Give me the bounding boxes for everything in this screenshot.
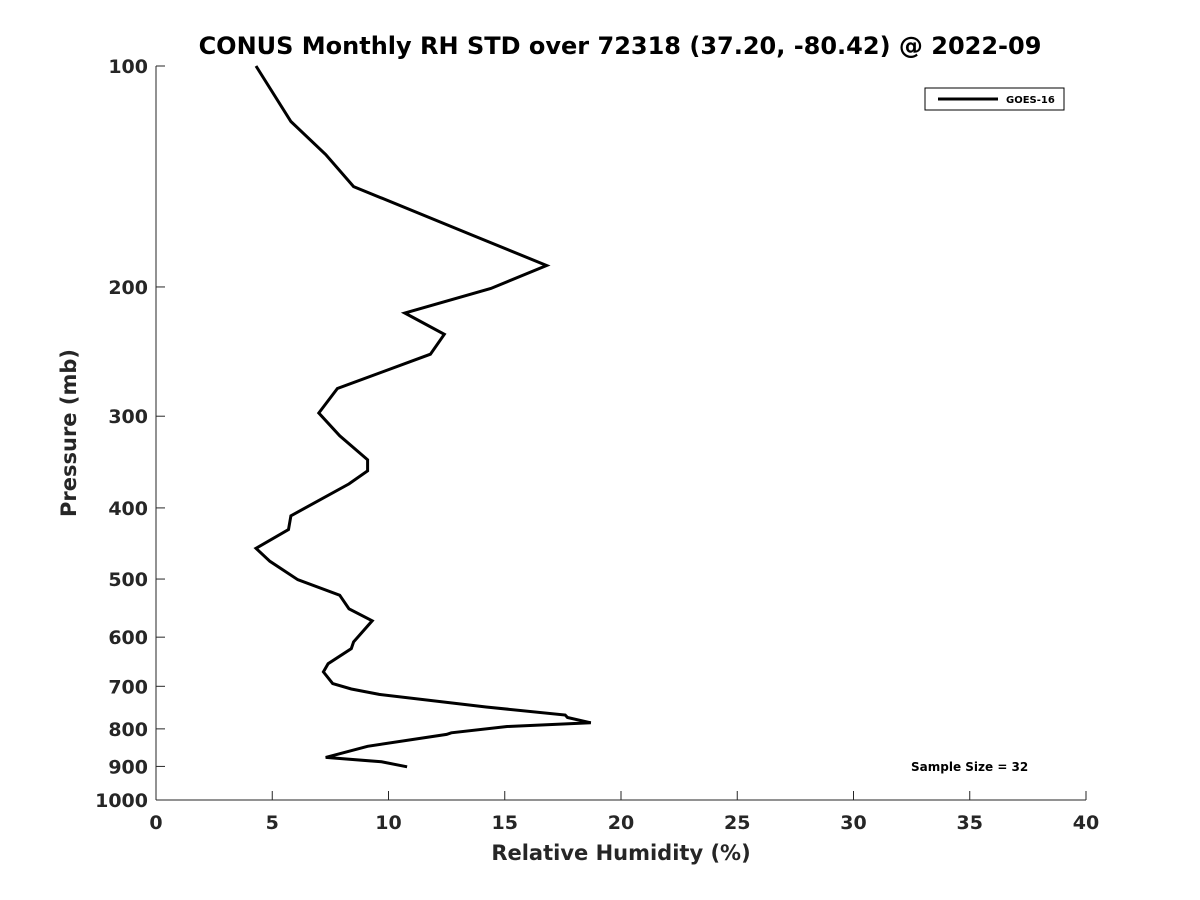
legend: GOES-16 <box>924 87 1065 111</box>
y-tick-label: 500 <box>108 569 148 591</box>
y-ticks: 100 200 300 400 500 600 700 800 900 1000 <box>95 56 165 812</box>
y-tick-label: 300 <box>108 406 148 428</box>
axes <box>155 66 1086 801</box>
x-axis-label: Relative Humidity (%) <box>491 841 750 865</box>
x-tick-label: 40 <box>1073 812 1099 834</box>
y-tick-label: 700 <box>108 676 148 698</box>
y-tick-label: 200 <box>108 277 148 299</box>
x-tick-label: 30 <box>840 812 866 834</box>
y-tick-label: 1000 <box>95 790 148 812</box>
series-line-goes-16 <box>253 65 592 769</box>
y-tick-label: 100 <box>108 56 148 78</box>
x-tick-label: 25 <box>724 812 750 834</box>
y-tick-label: 900 <box>108 756 148 778</box>
chart-title: CONUS Monthly RH STD over 72318 (37.20, … <box>199 32 1042 60</box>
series-group <box>253 65 592 769</box>
x-tick-label: 20 <box>608 812 634 834</box>
y-tick-label: 600 <box>108 627 148 649</box>
x-tick-label: 5 <box>266 812 279 834</box>
y-tick-label: 800 <box>108 719 148 741</box>
y-axis-label: Pressure (mb) <box>57 349 81 517</box>
x-tick-label: 10 <box>375 812 401 834</box>
legend-label: GOES-16 <box>1006 95 1055 106</box>
x-tick-label: 0 <box>149 812 162 834</box>
x-ticks: 0 5 10 15 20 25 30 35 40 <box>149 791 1099 834</box>
x-tick-label: 35 <box>957 812 983 834</box>
sample-size-annotation: Sample Size = 32 <box>911 760 1028 774</box>
y-tick-label: 400 <box>108 498 148 520</box>
x-tick-label: 15 <box>492 812 518 834</box>
